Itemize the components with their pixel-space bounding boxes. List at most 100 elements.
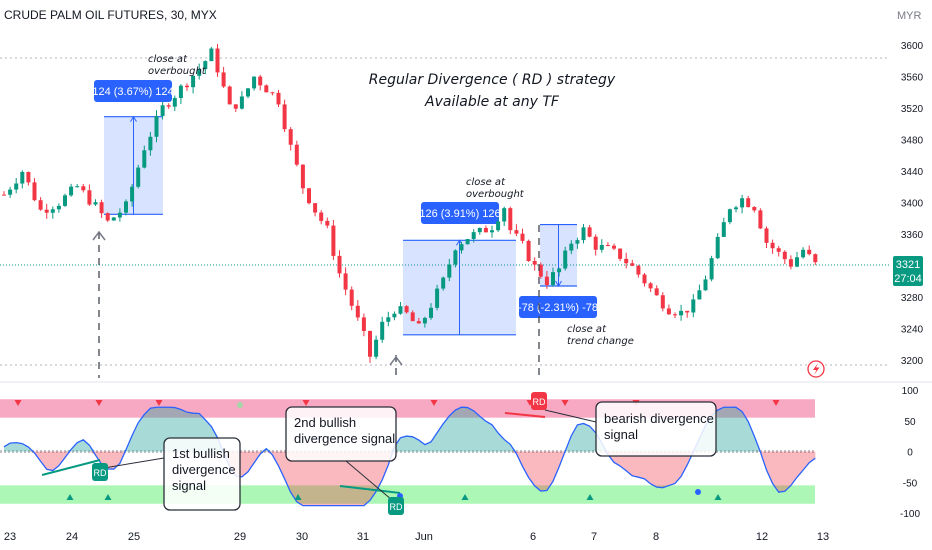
candle-body [142,150,147,168]
price-tick-label: 3360 [901,230,924,241]
rd-signal-badge [388,497,404,515]
candle-body [569,243,574,251]
candle-body [654,288,659,296]
candle-body [508,208,513,231]
candle-body [752,207,757,211]
price-tick-label: 3440 [901,167,924,178]
candle-body [398,306,403,314]
candle-body [26,171,31,183]
candle-body [374,339,379,357]
price-tick-label: 3600 [901,41,924,52]
bar-countdown: 27:04 [894,273,922,285]
oscillator-line [3,406,816,507]
signal-callout-text: divergence signal [294,431,395,446]
price-tick-label: 3200 [901,356,924,367]
candle-body [496,221,501,231]
candle-body [685,310,690,313]
buy-triangle-icon [66,494,74,500]
candle-body [81,186,86,191]
candle-body [526,240,531,262]
trade-note: close at [466,177,506,188]
candle-body [50,209,55,213]
candle-body [697,290,702,300]
sell-triangle-icon [14,400,22,406]
candle-body [392,313,397,318]
candle-body [117,212,122,218]
candlestick-series [2,44,818,363]
buy-triangle-icon [586,494,594,500]
candle-body [776,248,781,252]
price-tick-label: 3520 [901,104,924,115]
trade-note: close at [567,324,607,335]
trade-boxes: 124 (3.67%) 124 126 (3.91%) 126 -78 (-2.31… [92,80,598,336]
trade-result-label: -78 (-2.31%) -78 [518,302,598,314]
trade-result-label-bg [519,296,597,318]
candle-body [599,244,604,250]
rd-signal-label: RD [390,502,403,512]
trade-note: overbought [148,66,207,77]
time-tick-label: 7 [591,531,597,543]
time-tick-label: 6 [530,531,536,543]
symbol-title: CRUDE PALM OIL FUTURES, 30, MYX [4,8,217,22]
candle-body [630,263,635,266]
candle-body [483,228,488,233]
candle-body [191,75,196,88]
strategy-title: Regular Divergence ( RD ) strategy [369,72,616,88]
candle-body [465,239,470,245]
candle-body [575,240,580,244]
trade-result-label-bg [94,80,172,102]
price-tick-label: 3480 [901,136,924,147]
trade-result-label: 124 (3.67%) 124 [92,86,173,98]
sell-triangle-icon [302,400,310,406]
time-tick-label: 13 [817,531,829,543]
candle-body [691,299,696,313]
rd-signal-label: RD [94,468,107,478]
candle-body [538,264,543,277]
candle-body [209,48,214,62]
candle-body [666,308,671,315]
candle-body [124,201,128,213]
candle-body [459,244,464,251]
price-axis[interactable]: 3200324032803320336034003440348035203560… [901,41,924,367]
candle-body [148,136,153,151]
sell-triangle-icon [95,400,103,406]
candle-body [361,317,366,331]
candle-body [87,190,92,205]
candle-body [636,265,641,275]
trade-note: trend change [567,336,634,347]
time-axis[interactable]: 23 24 25 29 30 31 Jun 6 7 8 12 13 [4,531,829,543]
candle-body [758,210,763,229]
candle-body [154,115,159,137]
oscillator-tick-label: -50 [903,478,918,489]
candle-body [490,230,494,233]
candle-body [337,255,342,274]
bullish-divergence-line [41,459,101,476]
sell-triangle-icon [155,400,163,406]
buy-triangle-icon [294,494,302,500]
trade-range-arrowhead [130,115,137,122]
candle-body [69,186,74,196]
candle-body [477,228,482,233]
candle-body [612,245,616,249]
candle-body [343,273,348,290]
strategy-subtitle: Available at any TF [424,94,560,110]
candle-body [416,321,421,324]
candle-body [734,207,738,210]
candle-body [715,236,720,259]
oscillator-axis[interactable]: 100 50 0 -50 -100 [900,386,920,520]
candle-body [252,76,257,89]
candle-body [166,105,171,107]
candle-body [551,272,555,286]
candle-body [721,222,726,237]
candle-body [246,88,250,97]
candle-body [471,232,476,240]
flash-icon[interactable] [807,360,825,378]
candle-body [307,188,311,204]
candle-body [172,98,177,107]
trade-result-label: 126 (3.91%) 126 [419,208,500,220]
chevron-up-icon [92,230,106,241]
sell-triangle-icon [430,400,438,406]
candle-body [709,258,714,280]
candle-body [788,259,793,267]
